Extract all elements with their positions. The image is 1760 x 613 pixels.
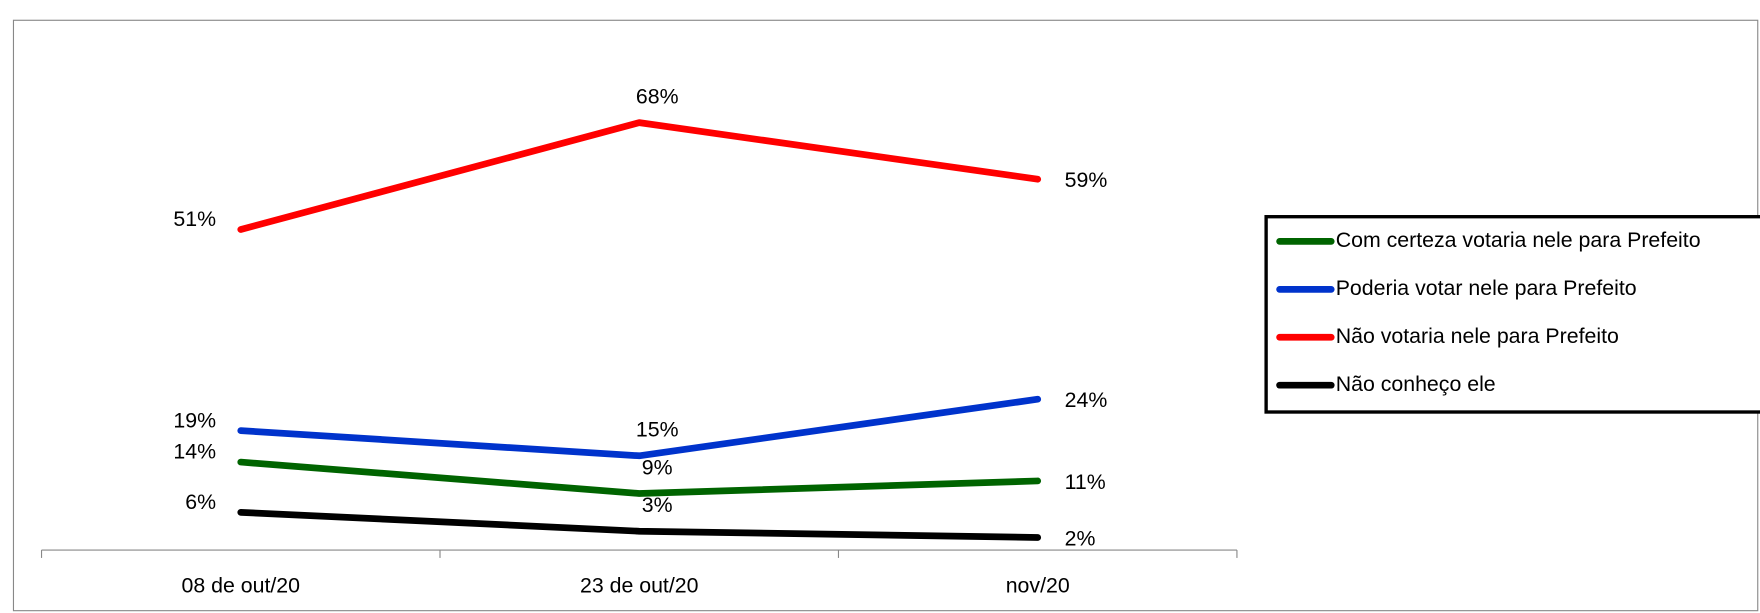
data-label: 14% [173, 440, 216, 464]
data-label: 68% [636, 85, 679, 109]
data-label: 19% [173, 408, 216, 432]
data-label: 59% [1065, 168, 1108, 192]
series-line [237, 508, 1042, 541]
x-tick-label: 23 de out/20 [580, 574, 699, 598]
x-tick-label: 08 de out/20 [182, 574, 301, 598]
legend-label: Com certeza votaria nele para Prefeito [1336, 228, 1701, 252]
data-label: 51% [173, 207, 216, 231]
data-label: 3% [642, 493, 673, 517]
legend-label: Poderia votar nele para Prefeito [1336, 276, 1637, 300]
series-line [237, 119, 1042, 233]
series-line [237, 395, 1042, 460]
data-label: 24% [1065, 388, 1108, 412]
x-tick-label: nov/20 [1006, 574, 1070, 598]
data-label: 2% [1065, 526, 1096, 550]
legend-label: Não conheço ele [1336, 372, 1496, 396]
legend-box [1264, 215, 1760, 414]
data-label: 9% [642, 455, 673, 479]
data-label: 6% [185, 490, 216, 514]
series-line [237, 458, 1042, 497]
data-label: 11% [1065, 470, 1106, 494]
legend-label: Não votaria nele para Prefeito [1336, 324, 1619, 348]
data-label: 15% [636, 418, 679, 442]
